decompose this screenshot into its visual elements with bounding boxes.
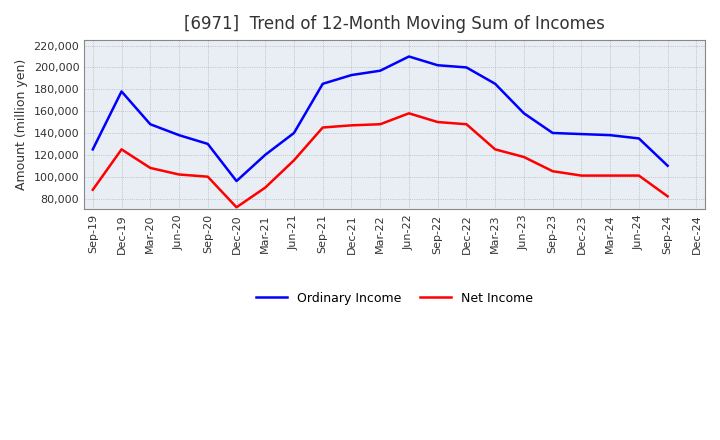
Net Income [606, 173, 614, 178]
Ordinary Income [433, 62, 442, 68]
Ordinary Income [289, 130, 298, 136]
Ordinary Income [204, 141, 212, 147]
Ordinary Income [318, 81, 327, 86]
Ordinary Income [606, 132, 614, 138]
Ordinary Income [175, 132, 184, 138]
Net Income [117, 147, 126, 152]
Net Income [405, 111, 413, 116]
Ordinary Income [577, 132, 586, 137]
Ordinary Income [347, 73, 356, 78]
Legend: Ordinary Income, Net Income: Ordinary Income, Net Income [251, 287, 539, 310]
Line: Net Income: Net Income [93, 114, 667, 207]
Net Income [347, 123, 356, 128]
Net Income [232, 205, 240, 210]
Ordinary Income [376, 68, 384, 73]
Ordinary Income [89, 147, 97, 152]
Ordinary Income [663, 163, 672, 169]
Net Income [549, 169, 557, 174]
Title: [6971]  Trend of 12-Month Moving Sum of Incomes: [6971] Trend of 12-Month Moving Sum of I… [184, 15, 605, 33]
Ordinary Income [261, 152, 269, 158]
Line: Ordinary Income: Ordinary Income [93, 56, 667, 181]
Ordinary Income [405, 54, 413, 59]
Ordinary Income [520, 111, 528, 116]
Net Income [89, 187, 97, 192]
Net Income [663, 194, 672, 199]
Net Income [577, 173, 586, 178]
Ordinary Income [491, 81, 500, 86]
Net Income [175, 172, 184, 177]
Net Income [634, 173, 643, 178]
Net Income [146, 165, 155, 171]
Y-axis label: Amount (million yen): Amount (million yen) [15, 59, 28, 191]
Ordinary Income [232, 178, 240, 183]
Ordinary Income [117, 89, 126, 94]
Ordinary Income [549, 130, 557, 136]
Ordinary Income [462, 65, 471, 70]
Net Income [376, 121, 384, 127]
Net Income [433, 119, 442, 125]
Ordinary Income [146, 121, 155, 127]
Net Income [491, 147, 500, 152]
Net Income [261, 185, 269, 190]
Net Income [462, 121, 471, 127]
Net Income [520, 154, 528, 160]
Net Income [204, 174, 212, 180]
Net Income [318, 125, 327, 130]
Net Income [289, 158, 298, 163]
Ordinary Income [634, 136, 643, 141]
